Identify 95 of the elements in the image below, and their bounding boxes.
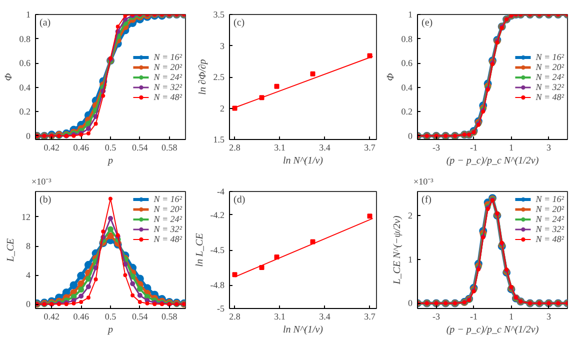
y-tick-label: 1 bbox=[408, 10, 412, 20]
legend-label: N = 24² bbox=[536, 72, 564, 82]
y-tick-label: 0 bbox=[408, 130, 413, 141]
y-tick-label: 8 bbox=[26, 241, 31, 252]
x-tick-label: 0.54 bbox=[132, 312, 148, 322]
y-tick-label: 1 bbox=[408, 254, 412, 264]
x-tick-label: 3.7 bbox=[364, 312, 376, 322]
annotation: (e) bbox=[422, 18, 433, 28]
x-tick-label: -3 bbox=[432, 312, 440, 322]
y-tick-label: 0 bbox=[408, 298, 413, 308]
y-tick-label: -4 bbox=[217, 186, 225, 196]
y-tick-label: 12 bbox=[22, 212, 30, 222]
x-tick-label: -3 bbox=[432, 142, 440, 152]
y-tick-label: -4.2 bbox=[210, 210, 225, 220]
x-tick-label: 1 bbox=[509, 312, 514, 322]
y-tick-label: 0 bbox=[26, 299, 31, 310]
x-tick-label: 0.5 bbox=[104, 142, 117, 152]
annotation: (b) bbox=[40, 194, 52, 206]
y-axis-title: Φ bbox=[385, 72, 396, 81]
annotation: (c) bbox=[234, 18, 245, 28]
legend-label: N = 24² bbox=[154, 72, 182, 82]
x-tick-label: 3 bbox=[546, 142, 552, 152]
y-tick-label: 4 bbox=[26, 270, 31, 280]
x-tick-label: 3.4 bbox=[319, 312, 331, 322]
y-tick-label: 0.2 bbox=[19, 106, 30, 117]
annotation: (a) bbox=[40, 18, 51, 28]
x-tick-label: 0.54 bbox=[132, 142, 148, 152]
annotation: (f) bbox=[422, 194, 432, 206]
x-axis-title: p bbox=[107, 324, 113, 336]
legend-label: N = 20² bbox=[154, 204, 182, 214]
y-tick-label: 2.5 bbox=[213, 72, 225, 82]
y-tick-label: -5 bbox=[217, 304, 225, 314]
legend-label: N = 20² bbox=[536, 204, 564, 214]
annotation: (d) bbox=[234, 194, 246, 206]
y-tick-label: 0.8 bbox=[19, 34, 31, 44]
y-tick-label: 0.2 bbox=[401, 106, 412, 117]
legend-label: N = 24² bbox=[154, 214, 182, 224]
text: ×10⁻³ bbox=[414, 176, 434, 186]
legend-label: N = 20² bbox=[154, 62, 182, 72]
y-tick-label: 1 bbox=[26, 10, 30, 20]
legend-label: N = 32² bbox=[154, 82, 182, 92]
legend-label: N = 32² bbox=[154, 224, 182, 234]
y-axis-title: L_CE bbox=[6, 238, 16, 263]
x-tick-label: 0.58 bbox=[161, 142, 178, 152]
legend-label: N = 20² bbox=[536, 62, 564, 72]
x-tick-label: 2.8 bbox=[229, 142, 241, 152]
y-tick-label: 2 bbox=[408, 210, 412, 221]
x-axis-title: p bbox=[107, 156, 113, 166]
y-tick-label: 2 bbox=[220, 103, 224, 114]
y-tick-label: 0.6 bbox=[401, 58, 413, 68]
legend-label: N = 48² bbox=[536, 234, 564, 244]
x-tick-label: 3.1 bbox=[274, 312, 286, 322]
y-tick-label: -4.5 bbox=[210, 245, 225, 255]
x-axis-title: (p − p_c)/p_c N^(1/2ν) bbox=[446, 324, 540, 336]
y-axis-title: ln ∂Φ/∂p bbox=[197, 59, 208, 95]
x-tick-label: 0.58 bbox=[161, 312, 178, 322]
y-axis-title: ln L_CE bbox=[194, 233, 206, 267]
legend-label: N = 16² bbox=[536, 52, 564, 62]
x-tick-label: 3.4 bbox=[319, 142, 331, 152]
x-tick-label: 3.1 bbox=[274, 142, 286, 152]
x-tick-label: -1 bbox=[470, 142, 478, 152]
x-tick-label: 0.42 bbox=[44, 312, 60, 322]
x-tick-label: 3.7 bbox=[364, 142, 376, 152]
legend-label: N = 24² bbox=[536, 214, 564, 224]
legend-label: N = 32² bbox=[536, 82, 564, 92]
x-tick-label: -1 bbox=[470, 312, 478, 322]
legend-label: N = 16² bbox=[154, 52, 182, 62]
x-tick-label: 1 bbox=[509, 142, 514, 152]
text: ×10⁻³ bbox=[32, 176, 52, 186]
x-tick-label: 2.8 bbox=[229, 312, 241, 322]
y-tick-label: 0.8 bbox=[401, 34, 413, 44]
legend-label: N = 16² bbox=[154, 194, 182, 204]
x-tick-label: 0.42 bbox=[44, 142, 60, 152]
y-tick-label: 0 bbox=[26, 130, 31, 141]
y-tick-label: 3 bbox=[220, 40, 225, 51]
y-tick-label: -4.8 bbox=[210, 280, 225, 290]
x-tick-label: 0.46 bbox=[73, 312, 90, 322]
y-tick-label: 0.6 bbox=[19, 58, 31, 68]
legend-label: N = 48² bbox=[154, 234, 182, 244]
y-tick-label: 0.4 bbox=[401, 82, 413, 92]
legend-label: N = 48² bbox=[154, 92, 182, 102]
x-axis-title: ln N^(1/ν) bbox=[282, 324, 324, 336]
legend-label: N = 48² bbox=[536, 92, 564, 102]
y-tick-label: 0.4 bbox=[19, 82, 31, 92]
x-axis-title: (p − p_c)/p_c N^(1/2ν) bbox=[446, 156, 540, 166]
x-tick-label: 0.5 bbox=[104, 312, 117, 322]
legend-label: N = 16² bbox=[536, 194, 564, 204]
y-tick-label: 3.5 bbox=[213, 10, 225, 20]
x-tick-label: 0.46 bbox=[73, 142, 90, 152]
x-tick-label: 3 bbox=[546, 312, 552, 322]
x-axis-title: ln N^(1/ν) bbox=[282, 156, 324, 166]
y-tick-label: 1.5 bbox=[213, 134, 225, 144]
y-axis-title: L_CE N^(−ψ/2ν) bbox=[392, 215, 403, 286]
y-axis-title: Φ bbox=[3, 72, 14, 81]
legend-label: N = 32² bbox=[536, 224, 564, 234]
